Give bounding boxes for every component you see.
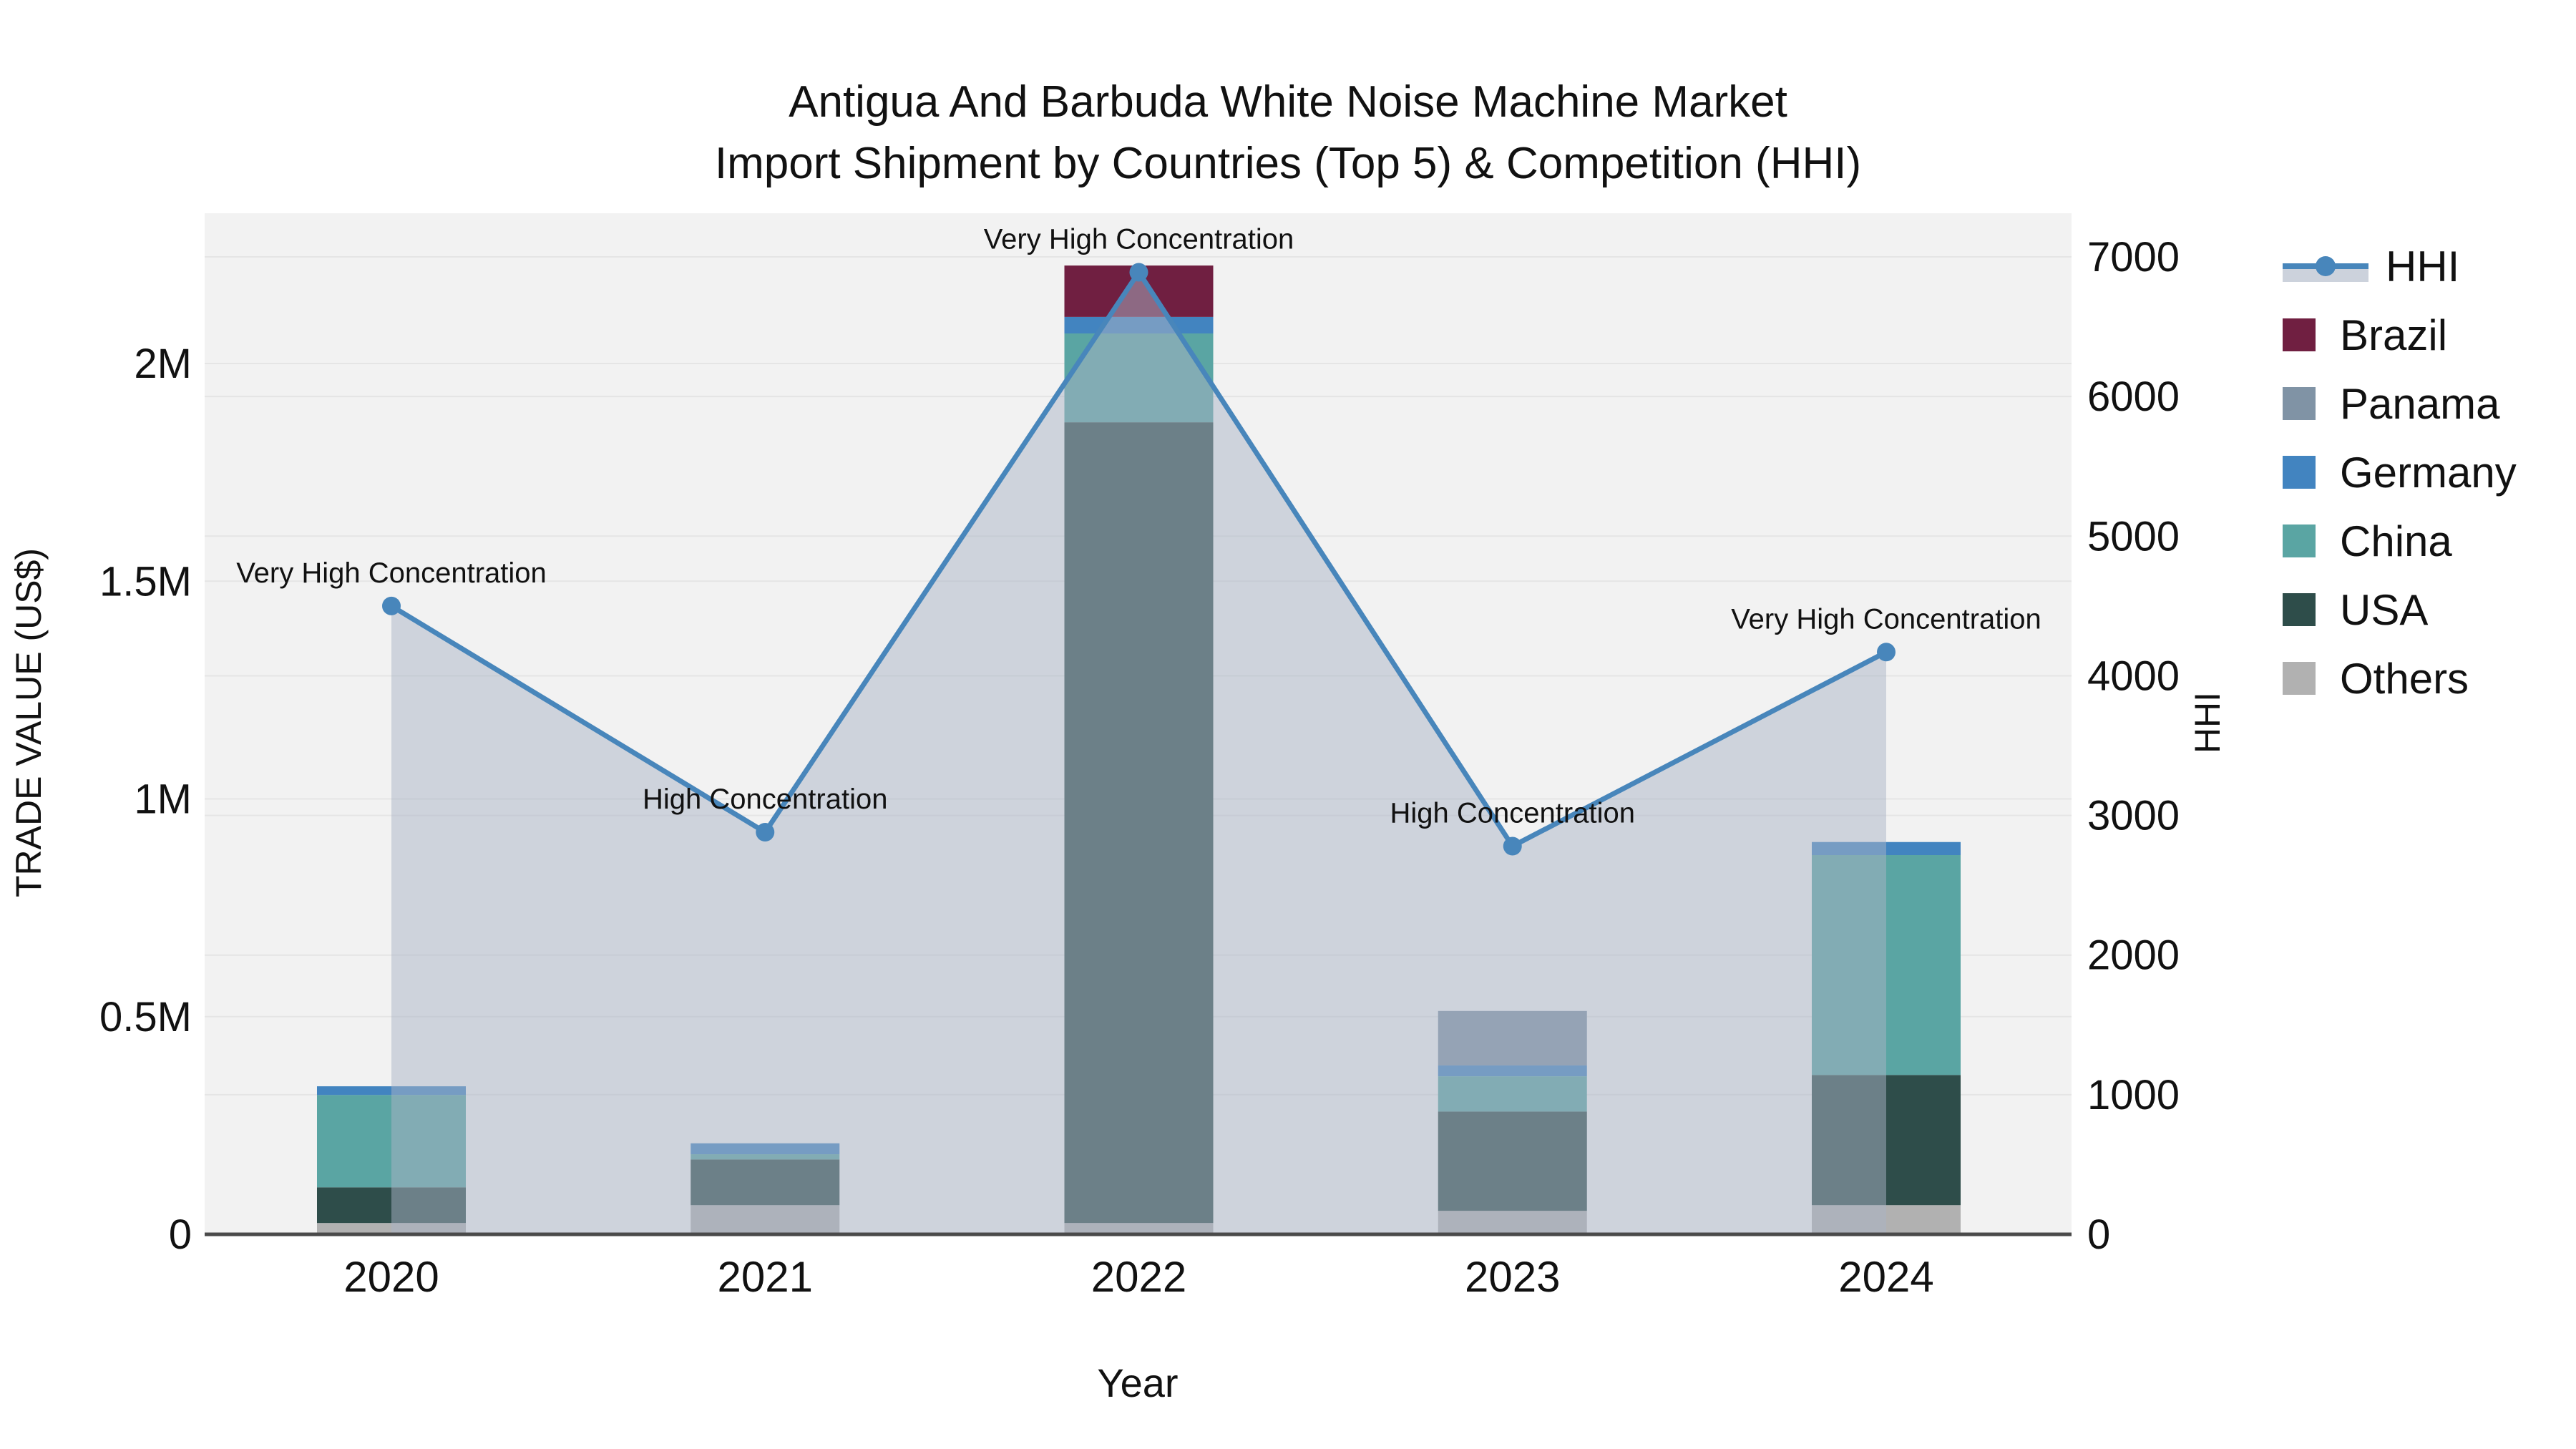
legend-swatch-usa	[2283, 593, 2316, 626]
legend-item-china[interactable]: China	[2283, 507, 2517, 575]
y-right-tick-label: 6000	[2087, 374, 2180, 420]
y-right-tick-label: 4000	[2087, 653, 2180, 699]
y-right-tick-label: 1000	[2087, 1072, 2180, 1118]
hhi-marker-2020[interactable]	[382, 596, 401, 615]
y-right-tick-label: 0	[2087, 1211, 2110, 1258]
y-left-tick-label: 1M	[134, 776, 192, 823]
y-right-tick-label: 5000	[2087, 513, 2180, 560]
x-axis-title: Year	[1097, 1360, 1179, 1405]
legend-item-hhi[interactable]: HHI	[2283, 232, 2517, 301]
annotation-2024: Very High Concentration	[1731, 603, 2041, 635]
legend-item-panama[interactable]: Panama	[2283, 369, 2517, 438]
y-left-tick-label: 1.5M	[99, 558, 192, 605]
legend-item-usa[interactable]: USA	[2283, 575, 2517, 644]
legend-swatch-brazil	[2283, 318, 2316, 351]
y-left-tick-label: 2M	[134, 341, 192, 387]
annotation-2022: Very High Concentration	[984, 223, 1294, 255]
legend-label-hhi: HHI	[2386, 242, 2460, 291]
y-left-tick-label: 0	[169, 1211, 192, 1258]
legend-label-usa: USA	[2340, 585, 2429, 634]
legend-swatch-others	[2283, 662, 2316, 695]
legend: HHI Brazil Panama Germany China USA Others	[2283, 232, 2517, 713]
hhi-marker-2023[interactable]	[1503, 836, 1522, 856]
legend-item-germany[interactable]: Germany	[2283, 438, 2517, 507]
x-tick-label-2020: 2020	[343, 1253, 439, 1301]
x-tick-label-2024: 2024	[1838, 1253, 1933, 1301]
hhi-marker-2024[interactable]	[1877, 643, 1896, 662]
hhi-marker-2021[interactable]	[756, 822, 775, 841]
x-tick-label-2021: 2021	[718, 1253, 813, 1301]
hhi-line-legend-icon	[2283, 245, 2368, 288]
legend-swatch-germany	[2283, 456, 2316, 489]
y-right-tick-label: 2000	[2087, 932, 2180, 979]
x-tick-label-2023: 2023	[1465, 1253, 1560, 1301]
hhi-legend-dot	[2316, 256, 2336, 276]
chart-title-line1: Antigua And Barbuda White Noise Machine …	[789, 77, 1787, 127]
y-right-tick-label: 7000	[2087, 234, 2180, 280]
y-left-tick-label: 0.5M	[99, 994, 192, 1040]
legend-swatch-panama	[2283, 387, 2316, 420]
legend-swatch-china	[2283, 525, 2316, 557]
legend-item-others[interactable]: Others	[2283, 644, 2517, 713]
legend-item-brazil[interactable]: Brazil	[2283, 301, 2517, 369]
hhi-marker-2022[interactable]	[1129, 263, 1148, 282]
y-right-tick-label: 3000	[2087, 793, 2180, 839]
chart-title-line2: Import Shipment by Countries (Top 5) & C…	[714, 138, 1862, 188]
x-tick-label-2022: 2022	[1091, 1253, 1186, 1301]
annotation-2020: Very High Concentration	[236, 557, 547, 589]
chart-title: Antigua And Barbuda White Noise Machine …	[0, 72, 2576, 194]
hhi-area-fill	[391, 272, 1886, 1235]
annotation-2023: High Concentration	[1390, 798, 1635, 829]
legend-label-china: China	[2340, 517, 2452, 565]
legend-label-brazil: Brazil	[2340, 311, 2448, 359]
legend-label-panama: Panama	[2340, 379, 2500, 428]
annotation-2021: High Concentration	[643, 784, 887, 815]
legend-label-germany: Germany	[2340, 448, 2517, 497]
legend-label-others: Others	[2340, 654, 2469, 703]
